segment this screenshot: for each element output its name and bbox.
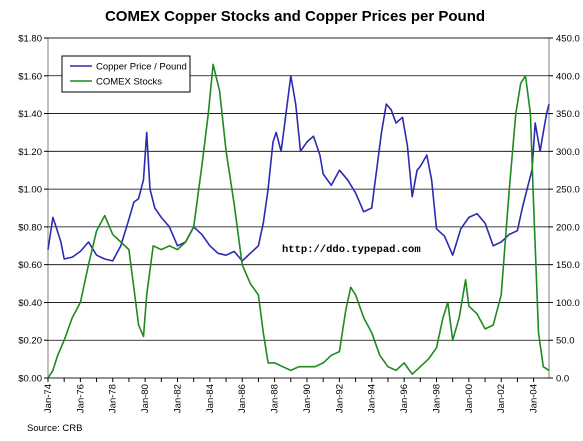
x-tick-label: Jan-96: [399, 384, 410, 413]
chart-title: COMEX Copper Stocks and Copper Prices pe…: [105, 8, 485, 25]
legend-box: [61, 55, 191, 93]
left-tick-label: $0.00: [18, 374, 42, 385]
right-tick-label: 50.0: [556, 336, 575, 347]
right-tick-label: 200.0: [556, 222, 580, 233]
left-tick-label: $1.00: [18, 185, 42, 196]
left-axis: $0.00 $0.20 $0.40 $0.60 $0.80 $1.00 $1.20 $1.40…: [18, 34, 48, 385]
x-tick-label: Jan-74: [43, 384, 54, 413]
left-tick-label: $1.60: [18, 71, 42, 82]
x-tick-label: Jan-84: [205, 384, 216, 413]
left-tick-label: $1.40: [18, 109, 42, 120]
right-tick-label: 400.0: [556, 71, 580, 82]
legend: Copper Price / Pound COMEX Stocks: [61, 55, 191, 93]
x-tick-label: Jan-88: [270, 384, 281, 413]
left-tick-label: $0.80: [18, 222, 42, 233]
x-tick-label: Jan-00: [464, 384, 475, 413]
right-tick-label: 100.0: [556, 298, 580, 309]
right-tick-label: 450.0: [556, 34, 580, 45]
right-tick-label: 350.0: [556, 109, 580, 120]
right-tick-label: 0.0: [556, 374, 569, 385]
right-tick-label: 250.0: [556, 185, 580, 196]
x-tick-label: Jan-82: [172, 384, 183, 413]
series-line-comex-stocks: [47, 63, 550, 379]
right-tick-label: 300.0: [556, 147, 580, 158]
legend-label-copper-price: Copper Price / Pound: [96, 62, 187, 73]
x-tick-label: Jan-92: [334, 384, 345, 413]
x-tick-label: Jan-04: [529, 384, 540, 413]
x-tick-label: Jan-98: [431, 384, 442, 413]
x-tick-label: Jan-90: [302, 384, 313, 413]
x-tick-label: Jan-86: [237, 384, 248, 413]
source-note: Source: CRB: [27, 423, 82, 434]
x-axis: Jan-74 Jan-76 Jan-78 Jan-80 Jan-82 Jan-84 Jan-…: [43, 378, 540, 413]
grid: [48, 37, 549, 379]
x-tick-label: Jan-78: [108, 384, 119, 413]
left-tick-label: $1.80: [18, 34, 42, 45]
left-tick-label: $0.20: [18, 336, 42, 347]
series-line-copper-price: [47, 75, 550, 262]
right-tick-label: 150.0: [556, 260, 580, 271]
x-tick-label: Jan-02: [496, 384, 507, 413]
right-axis: 0.0 50.0 100.0 150.0 200.0 250.0 300.0 350.0 400…: [549, 34, 580, 385]
left-tick-label: $0.40: [18, 298, 42, 309]
x-tick-label: Jan-76: [75, 384, 86, 413]
legend-label-comex-stocks: COMEX Stocks: [96, 77, 162, 88]
x-tick-label: Jan-80: [140, 384, 151, 413]
left-tick-label: $1.20: [18, 147, 42, 158]
annotation-url: http://ddo.typepad.com: [282, 244, 421, 256]
x-tick-label: Jan-94: [367, 384, 378, 413]
left-tick-label: $0.60: [18, 260, 42, 271]
series-layer: [47, 63, 550, 379]
